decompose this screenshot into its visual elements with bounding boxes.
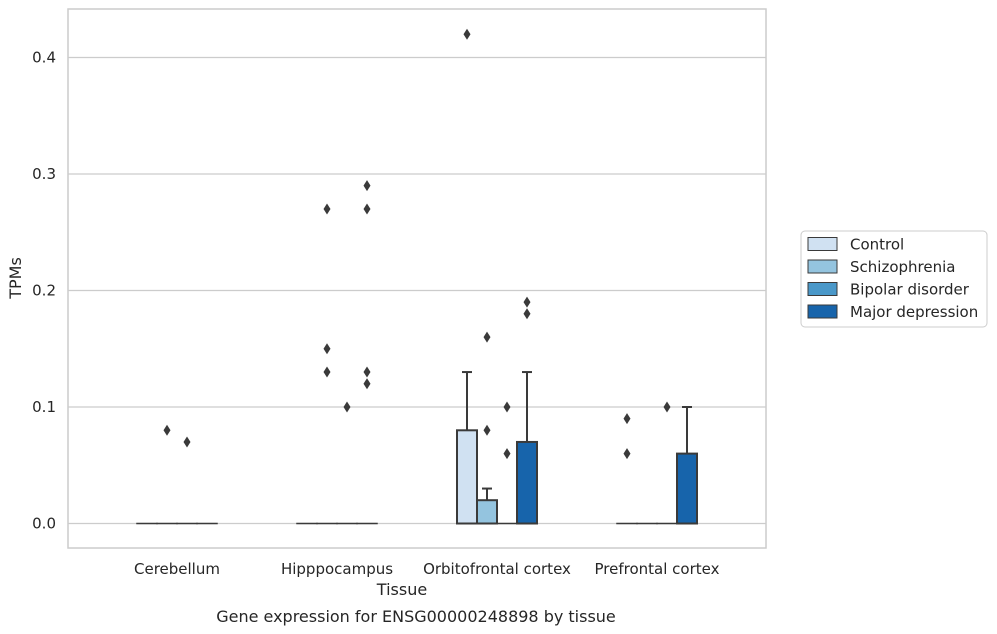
bar — [516, 440, 538, 525]
y-tick-label: 0.4 — [32, 49, 56, 67]
x-tick-label: Hipppocampus — [281, 560, 393, 578]
x-tick-label: Prefrontal cortex — [595, 560, 720, 578]
outlier-point — [483, 331, 491, 343]
outlier-point — [323, 203, 331, 215]
outlier-point — [483, 424, 491, 436]
outlier-point — [463, 28, 471, 40]
legend: Control Schizophrenia Bipolar disorder Majo… — [800, 230, 988, 328]
outlier-point — [323, 343, 331, 355]
outlier-point — [363, 203, 371, 215]
legend-swatch — [807, 304, 838, 319]
legend-swatch — [807, 237, 838, 251]
y-gridlines — [68, 56, 766, 525]
plot-frame — [67, 8, 767, 549]
outlier-point — [343, 401, 351, 413]
outlier-point — [183, 436, 191, 448]
chart-caption: Gene expression for ENSG00000248898 by t… — [216, 607, 616, 626]
bar — [456, 429, 478, 525]
outlier-point — [663, 401, 671, 413]
y-tick-label: 0.0 — [32, 515, 56, 533]
outlier-point — [363, 180, 371, 192]
y-tick-label: 0.3 — [32, 165, 56, 183]
outlier-point — [363, 366, 371, 378]
y-tick-labels: 0.0 0.1 0.2 0.3 0.4 — [32, 49, 56, 533]
outlier-point — [623, 413, 631, 425]
legend-swatch — [807, 259, 838, 274]
legend-label: Schizophrenia — [850, 258, 955, 276]
x-tick-label: Cerebellum — [134, 560, 220, 578]
outlier-point — [503, 401, 511, 413]
y-axis-title: TPMs — [6, 257, 25, 300]
bar — [476, 499, 498, 525]
outlier-point — [503, 448, 511, 460]
x-axis-title: Tissue — [376, 580, 427, 599]
outlier-point — [623, 448, 631, 460]
legend-label: Major depression — [850, 303, 978, 321]
x-tick-labels: Cerebellum Hipppocampus Orbitofrontal cort… — [134, 560, 720, 578]
outlier-point — [523, 296, 531, 308]
bar — [676, 452, 698, 525]
x-tick-label: Orbitofrontal cortex — [423, 560, 571, 578]
y-tick-label: 0.1 — [32, 398, 56, 416]
outlier-point — [523, 308, 531, 320]
bars — [136, 429, 698, 525]
y-tick-label: 0.2 — [32, 282, 56, 300]
legend-label: Bipolar disorder — [850, 281, 970, 299]
outlier-points — [163, 28, 671, 460]
outlier-point — [323, 366, 331, 378]
error-bars — [462, 371, 692, 501]
legend-frame — [800, 230, 988, 328]
legend-label: Control — [850, 236, 904, 254]
outlier-point — [363, 378, 371, 390]
outlier-point — [163, 424, 171, 436]
legend-swatch — [807, 282, 838, 296]
